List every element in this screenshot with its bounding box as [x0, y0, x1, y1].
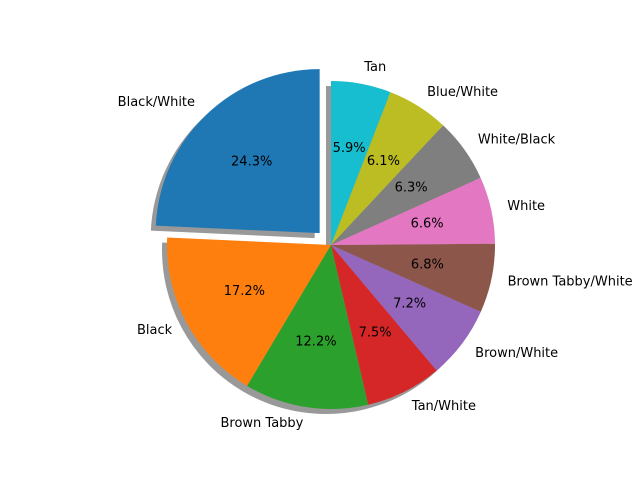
category-label-brown-tabby-white: Brown Tabby/White — [508, 274, 633, 289]
percent-label-brown-tabby: 12.2% — [295, 335, 336, 350]
category-label-white: White — [507, 199, 545, 214]
slice-tan — [331, 81, 391, 245]
slice-brown-tabby — [247, 245, 369, 409]
slice-brown-white — [331, 245, 481, 371]
category-label-black-white: Black/White — [118, 95, 195, 110]
percent-label-blue-white: 6.1% — [367, 154, 400, 169]
percent-label-tan-white: 7.5% — [359, 325, 392, 340]
category-label-tan: Tan — [363, 60, 386, 75]
category-label-tan-white: Tan/White — [411, 399, 476, 414]
slice-white-black — [331, 125, 481, 245]
slice-black — [167, 237, 331, 386]
category-label-blue-white: Blue/White — [427, 85, 498, 100]
percent-label-tan: 5.9% — [333, 141, 366, 156]
slice-brown-tabby-white — [331, 243, 495, 312]
percent-label-brown-white: 7.2% — [393, 297, 426, 312]
percent-label-black: 17.2% — [224, 284, 265, 299]
slice-blue-white — [331, 92, 444, 246]
slice-white — [331, 177, 495, 245]
percent-label-white: 6.6% — [411, 217, 444, 232]
percent-label-white-black: 6.3% — [395, 180, 428, 195]
category-label-white-black: White/Black — [478, 133, 556, 148]
percent-label-brown-tabby-white: 6.8% — [411, 258, 444, 273]
pie-slice-layer — [155, 69, 495, 409]
percent-label-black-white: 24.3% — [231, 155, 272, 170]
category-label-black: Black — [137, 323, 173, 338]
category-label-brown-tabby: Brown Tabby — [220, 416, 303, 431]
slice-tan-white — [331, 245, 437, 405]
category-label-brown-white: Brown/White — [475, 346, 558, 361]
pie-label-layer: Black/White 24.3% Black 17.2% Brown Tabby 12.… — [118, 60, 633, 431]
slice-black-white — [155, 69, 320, 234]
